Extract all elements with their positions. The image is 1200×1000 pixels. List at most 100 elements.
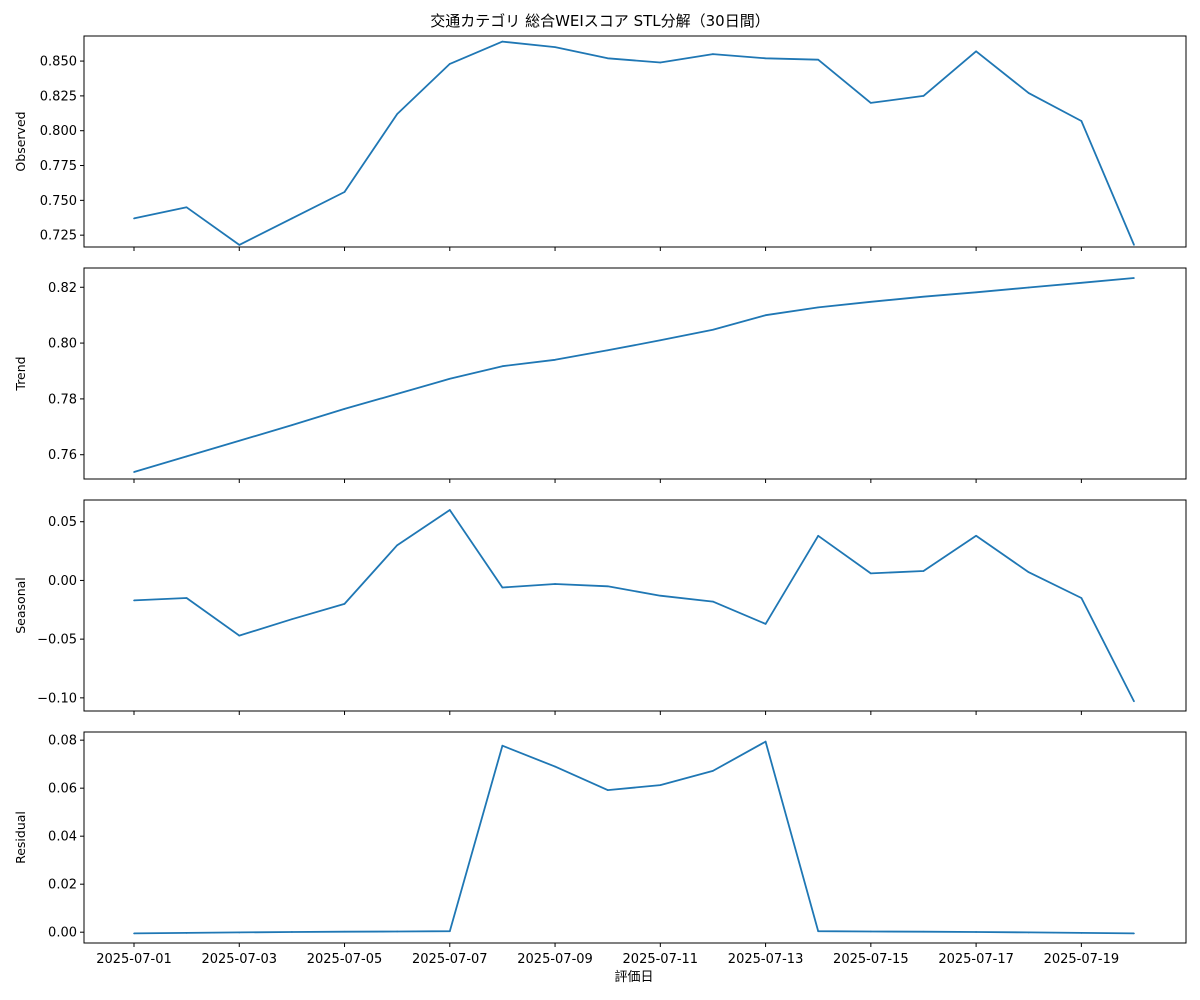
data-point [448, 509, 451, 511]
data-point [606, 57, 609, 60]
data-point [133, 599, 135, 602]
x-axis-label: 評価日 [614, 970, 654, 985]
data-point [554, 583, 556, 585]
y-axis-label: Observed [13, 111, 28, 171]
data-point [975, 535, 977, 537]
chart-title: 交通カテゴリ 総合WEIスコア STL分解（30日間） [430, 12, 770, 30]
data-point [185, 597, 188, 599]
y-axis-label: Seasonal [13, 577, 28, 634]
data-point [712, 328, 714, 331]
data-point [448, 63, 451, 65]
data-point [659, 594, 662, 597]
data-point [1080, 281, 1083, 284]
data-point [659, 784, 662, 786]
x-tick-label: 2025-07-07 [412, 952, 488, 967]
data-point [922, 930, 925, 933]
data-point [396, 930, 398, 933]
data-point [659, 61, 662, 64]
x-tick-label: 2025-07-01 [96, 952, 172, 967]
data-point [712, 770, 714, 772]
data-point [554, 46, 556, 48]
data-point [764, 314, 767, 316]
data-point [238, 634, 241, 637]
data-point [1133, 244, 1135, 246]
data-point [606, 789, 609, 791]
data-point [817, 930, 820, 933]
data-point [764, 740, 767, 743]
y-tick-label: 0.750 [40, 194, 77, 209]
data-point [238, 244, 241, 246]
data-point [343, 603, 346, 605]
data-point [501, 365, 504, 368]
data-point [343, 408, 346, 410]
data-point [291, 618, 293, 620]
data-point [817, 58, 820, 61]
data-point [185, 455, 188, 458]
data-point [922, 570, 925, 572]
data-point [870, 300, 872, 303]
data-point [185, 932, 188, 934]
data-point [975, 291, 977, 294]
data-point [1080, 120, 1083, 122]
data-point [343, 930, 346, 933]
data-point [922, 95, 925, 97]
y-tick-label: 0.04 [48, 830, 77, 845]
data-point [1133, 932, 1135, 935]
data-point [922, 295, 925, 298]
y-tick-label: 0.80 [48, 337, 77, 352]
data-point [606, 585, 609, 588]
data-point [133, 471, 135, 473]
x-tick-label: 2025-07-03 [201, 952, 277, 967]
data-point [1027, 571, 1030, 574]
data-point [501, 586, 504, 589]
data-point [975, 931, 977, 933]
y-tick-label: 0.800 [40, 124, 77, 139]
data-point [1133, 700, 1135, 703]
y-tick-label: 0.775 [40, 159, 77, 174]
data-point [238, 439, 241, 442]
data-point [870, 930, 872, 933]
x-tick-label: 2025-07-15 [833, 952, 909, 967]
data-point [712, 600, 714, 603]
panel-observed: 0.725 0.750 0.775 0.800 0.825 0.850 Observed [13, 35, 1187, 251]
data-point [448, 930, 451, 933]
axes-frame [83, 267, 1187, 480]
series-line-trend [133, 277, 1135, 473]
data-point [396, 544, 398, 547]
data-point [501, 744, 504, 747]
data-point [133, 217, 135, 220]
y-tick-label: 0.06 [48, 782, 77, 797]
panel-residual: 0.00 0.02 0.04 0.06 0.08 Residual 2025-07-01 20… [13, 731, 1187, 967]
data-point [764, 57, 767, 60]
y-tick-label: 0.76 [48, 448, 77, 463]
data-point [343, 191, 346, 193]
data-point [764, 623, 767, 625]
data-point [1133, 277, 1135, 279]
y-tick-label: 0.82 [48, 281, 77, 296]
series-line-seasonal [133, 509, 1135, 702]
data-point [501, 40, 504, 43]
data-point [291, 931, 293, 933]
data-point [291, 217, 293, 220]
data-point [1027, 286, 1030, 289]
x-tick-label: 2025-07-19 [1044, 952, 1120, 967]
data-point [238, 931, 241, 934]
x-tick-label: 2025-07-09 [517, 952, 593, 967]
data-point [554, 359, 556, 361]
y-tick-label: 0.00 [48, 574, 77, 589]
data-point [1027, 92, 1030, 94]
x-tick-label: 2025-07-13 [728, 952, 804, 967]
data-point [396, 393, 398, 395]
y-tick-label: 0.02 [48, 878, 77, 893]
panel-seasonal: 0.05 0.00 −0.05 −0.10 Seasonal [13, 499, 1187, 715]
axes-frame [83, 731, 1187, 944]
data-point [870, 102, 872, 104]
x-tick-label: 2025-07-11 [623, 952, 699, 967]
panel-trend: 0.76 0.78 0.80 0.82 Trend [13, 267, 1187, 483]
data-point [1080, 932, 1083, 934]
y-tick-label: −0.05 [37, 633, 77, 648]
data-point [291, 424, 293, 426]
data-point [870, 572, 872, 575]
axes-frame [83, 499, 1187, 712]
